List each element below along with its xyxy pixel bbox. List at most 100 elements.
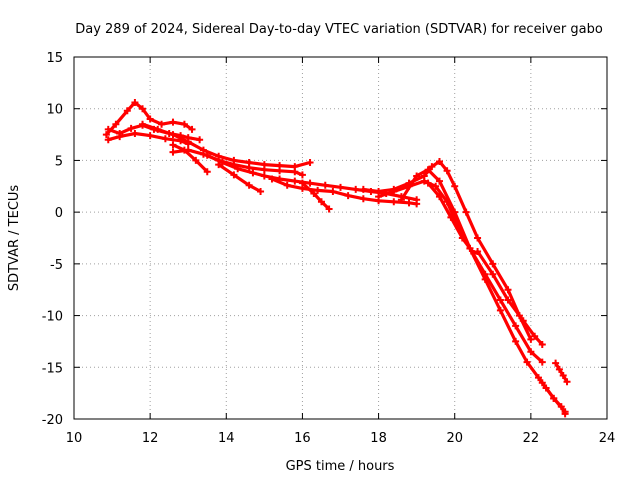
x-tick-label: 24: [599, 431, 616, 446]
data-point: [180, 146, 188, 154]
data-point: [203, 151, 211, 159]
x-axis-label: GPS time / hours: [286, 459, 395, 474]
data-point: [112, 120, 120, 128]
data-point: [504, 286, 512, 294]
x-tick-label: 16: [294, 431, 311, 446]
data-point: [489, 270, 497, 278]
data-point: [424, 179, 432, 187]
data-point: [298, 179, 306, 187]
data-point: [443, 167, 451, 175]
data-point: [139, 105, 147, 113]
data-point: [531, 332, 539, 340]
series-line-sat-f: [171, 143, 209, 174]
data-point: [337, 183, 344, 191]
data-point: [102, 131, 110, 139]
data-point: [555, 365, 563, 373]
data-point: [245, 164, 253, 172]
data-point: [432, 182, 440, 190]
data-point: [359, 195, 367, 203]
data-point: [474, 247, 482, 255]
y-tick-label: -15: [42, 361, 63, 376]
data-point: [481, 275, 489, 283]
data-point: [538, 341, 546, 349]
data-point: [180, 120, 188, 128]
data-point: [104, 125, 112, 133]
y-tick-label: 15: [46, 51, 63, 66]
x-tick-label: 12: [142, 431, 159, 446]
data-point: [131, 99, 139, 107]
data-point: [131, 130, 139, 138]
data-point: [291, 168, 299, 176]
data-point: [523, 358, 531, 366]
series-line-sat-j: [300, 181, 331, 211]
data-point: [158, 120, 166, 128]
x-tick-label: 20: [446, 431, 463, 446]
series-line-sat-m: [399, 168, 567, 414]
data-point: [344, 192, 352, 200]
data-point: [116, 133, 124, 141]
x-tick-label: 22: [523, 431, 540, 446]
y-tick-label: 5: [55, 154, 63, 169]
data-point: [260, 172, 268, 180]
data-point: [413, 172, 421, 180]
data-point: [192, 156, 200, 164]
series-line-sat-e: [171, 148, 304, 177]
y-tick-label: -20: [42, 413, 63, 428]
data-point: [496, 306, 504, 314]
series-line-sat-q: [553, 361, 569, 384]
data-point: [169, 141, 177, 149]
data-point: [563, 378, 571, 386]
data-point: [310, 190, 318, 198]
data-point: [451, 182, 459, 190]
y-tick-label: 10: [46, 103, 63, 118]
data-point: [458, 234, 466, 242]
y-axis-label: SDTVAR / TECUs: [7, 185, 22, 292]
data-point: [230, 171, 238, 179]
data-point: [325, 205, 333, 213]
data-point: [538, 358, 546, 366]
series-line-sat-a: [104, 100, 194, 137]
data-point: [260, 166, 268, 174]
data-point: [268, 175, 276, 183]
data-point: [196, 136, 204, 144]
data-point: [276, 167, 284, 175]
data-point: [504, 296, 512, 304]
data-point: [359, 185, 367, 193]
data-point: [420, 177, 428, 185]
data-point: [496, 296, 504, 304]
data-point: [352, 185, 360, 193]
data-point: [146, 115, 154, 123]
plot-frame: [73, 56, 608, 420]
series-line-sat-h: [217, 163, 263, 194]
data-point: [424, 166, 432, 174]
data-point: [375, 193, 383, 201]
data-point: [534, 374, 542, 382]
data-point: [428, 163, 436, 171]
data-point: [559, 372, 567, 380]
data-point: [527, 335, 535, 343]
data-point: [462, 208, 470, 216]
data-point: [329, 187, 337, 195]
data-point: [127, 124, 135, 132]
data-point: [561, 410, 569, 418]
y-tick-label: -10: [42, 310, 63, 325]
data-point: [314, 186, 322, 194]
data-point: [257, 187, 265, 195]
data-point: [188, 125, 196, 133]
data-point: [291, 177, 299, 185]
data-point: [249, 169, 257, 177]
data-point: [557, 403, 565, 411]
data-point: [169, 131, 177, 139]
data-point: [234, 165, 242, 173]
data-point: [435, 157, 443, 165]
data-point: [413, 200, 421, 208]
data-point: [245, 181, 253, 189]
x-tick-label: 14: [218, 431, 235, 446]
x-tick-label: 10: [66, 431, 83, 446]
data-point: [306, 179, 314, 187]
data-point: [169, 148, 177, 156]
data-point: [470, 250, 478, 258]
data-point: [169, 118, 177, 126]
data-point: [317, 198, 325, 206]
